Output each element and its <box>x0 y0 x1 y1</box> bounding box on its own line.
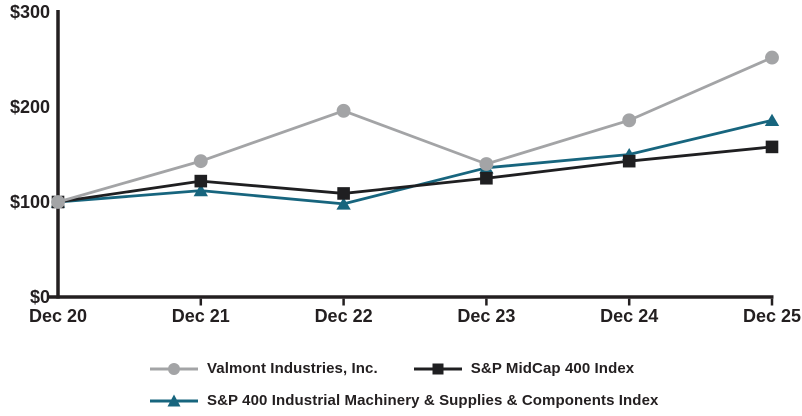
midcap-series-swatch <box>413 361 462 377</box>
industrial-series-swatch <box>150 393 198 409</box>
x-axis-label: Dec 20 <box>29 306 87 326</box>
data-point-s-p-400-industrial-machinery-supplies-co <box>764 113 780 126</box>
series-line-s-p-400-industrial-machinery-supplies-co <box>56 118 774 206</box>
x-axis-label: Dec 21 <box>172 306 230 326</box>
x-axis-label: Dec 25 <box>743 306 801 326</box>
legend-label-valmont: Valmont Industries, Inc. <box>207 360 378 377</box>
y-axis-label: $0 <box>30 287 50 307</box>
circle-legend-marker-icon <box>150 362 198 375</box>
performance-line-chart: $0 $100 $200 $300 Dec 20 Dec 21 Dec 22 Dec 23 De… <box>10 2 801 326</box>
y-axis-label: $200 <box>10 97 50 117</box>
data-point-valmont-industries-inc <box>51 195 65 209</box>
data-point-s-p-400-industrial-machinery-supplies-co <box>336 197 351 210</box>
series-line-s-p-midcap-400-index <box>56 145 774 204</box>
data-point-s-p-midcap-400-index <box>480 171 493 185</box>
data-point-s-p-400-industrial-machinery-supplies-co <box>193 184 208 197</box>
data-point-valmont-industries-inc <box>336 103 351 118</box>
chart-legend: Valmont Industries, Inc. S&P MidCap 400 … <box>0 360 802 409</box>
x-axis-label: Dec 23 <box>457 306 515 326</box>
data-point-s-p-midcap-400-index <box>765 140 779 154</box>
data-point-valmont-industries-inc <box>193 154 208 169</box>
legend-item-valmont: Valmont Industries, Inc. <box>150 360 378 377</box>
legend-label-midcap: S&P MidCap 400 Index <box>470 360 635 377</box>
legend-label-industrial: S&P 400 Industrial Machinery & Supplies … <box>207 392 659 409</box>
square-legend-marker-icon <box>413 363 462 374</box>
series-line-valmont-industries-inc <box>56 56 774 204</box>
legend-item-midcap: S&P MidCap 400 Index <box>413 360 635 377</box>
y-axis-label: $300 <box>10 2 50 22</box>
x-axis-label: Dec 24 <box>600 306 658 326</box>
valmont-series-swatch <box>150 361 198 377</box>
legend-row-1: Valmont Industries, Inc. S&P MidCap 400 … <box>150 360 802 377</box>
data-point-s-p-midcap-400-index <box>194 174 208 188</box>
data-point-s-p-midcap-400-index <box>622 154 636 168</box>
x-axis-label: Dec 22 <box>315 306 373 326</box>
data-point-valmont-industries-inc <box>765 50 779 65</box>
data-point-valmont-industries-inc <box>479 157 494 171</box>
legend-item-industrial: S&P 400 Industrial Machinery & Supplies … <box>150 392 658 409</box>
legend-row-2: S&P 400 Industrial Machinery & Supplies … <box>150 392 802 409</box>
triangle-legend-marker-icon <box>150 394 198 406</box>
data-point-s-p-midcap-400-index <box>337 187 350 200</box>
data-point-valmont-industries-inc <box>622 113 637 128</box>
y-axis-label: $100 <box>10 192 50 212</box>
